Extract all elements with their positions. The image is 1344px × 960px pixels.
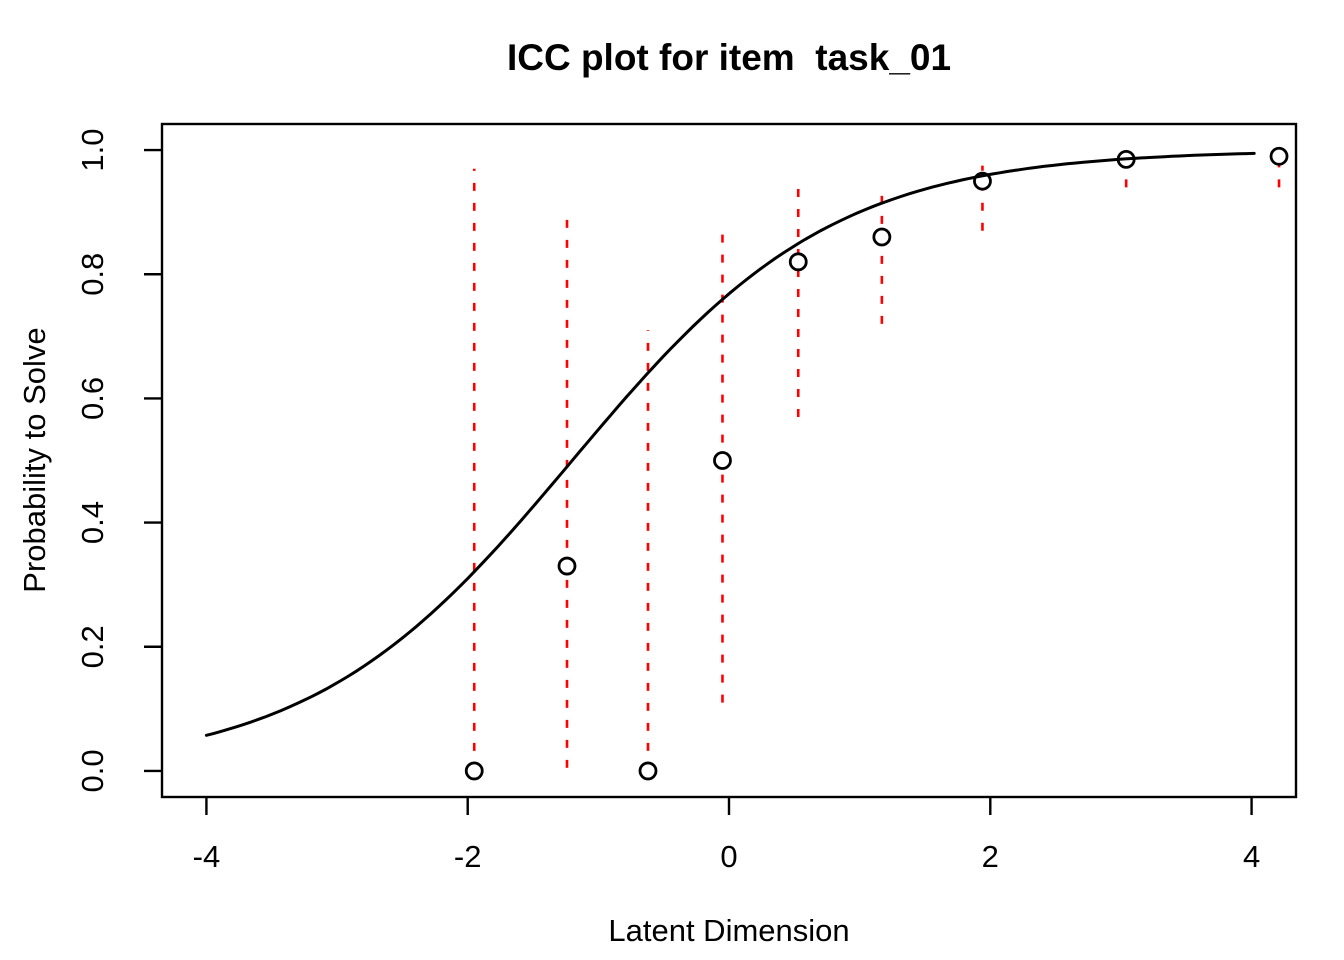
plot-area: -4 -2 0 2 4 0.0 0.2 0.4 0.6 0.8 1.0 [75,122,1298,874]
data-point [713,451,732,470]
data-point [557,556,577,576]
icc-curve [204,151,1256,737]
x-tick-label: 4 [1243,839,1260,874]
y-tick-label: 0.4 [75,501,110,544]
x-tick-label: -2 [454,839,482,874]
plot-title: ICC plot for item task_01 [507,37,951,78]
data-point [872,227,892,247]
y-tick-label: 0.8 [75,253,110,296]
x-tick-label: 0 [720,839,737,874]
y-tick-label: 0.6 [75,377,110,420]
y-tick-label: 0.2 [75,625,110,668]
y-tick-label: 0.0 [75,749,110,792]
data-point [788,252,808,272]
x-tick-label: -4 [193,839,221,874]
y-tick-label: 1.0 [75,129,110,172]
data-point [638,761,658,781]
x-axis-label: Latent Dimension [608,913,849,948]
data-point [464,761,484,781]
x-tick-label: 2 [982,839,999,874]
data-point [1269,146,1289,166]
y-axis-label: Probability to Solve [17,327,52,592]
